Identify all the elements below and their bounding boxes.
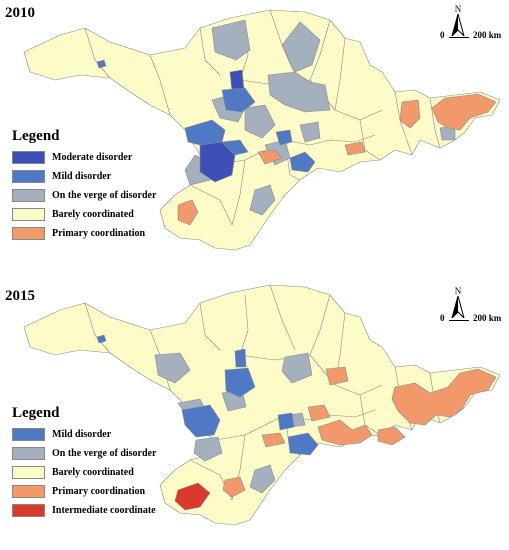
year-label: 2015 bbox=[5, 288, 35, 304]
map-region-intermediate bbox=[174, 482, 211, 511]
legend-label: Barely coordinated bbox=[52, 209, 134, 220]
map-region-primary bbox=[257, 149, 283, 165]
map-region-primary bbox=[307, 404, 331, 422]
map-region-verge bbox=[267, 71, 331, 113]
legend-label: Moderate disorder bbox=[52, 152, 133, 163]
map-region-primary bbox=[325, 366, 349, 386]
region-map-2015 bbox=[23, 284, 501, 526]
legend-label: Primary coordination bbox=[52, 228, 146, 239]
scale-end-label: 200 km bbox=[473, 30, 502, 40]
map-region-mild bbox=[221, 139, 249, 156]
map-region-verge bbox=[299, 121, 321, 143]
map-region-mild bbox=[181, 404, 221, 438]
north-label: N bbox=[454, 4, 462, 14]
scale-start-label: 0 bbox=[440, 30, 445, 40]
map-region-mild bbox=[275, 129, 293, 146]
legend-title: Legend bbox=[12, 128, 60, 144]
legend-swatch bbox=[12, 151, 45, 164]
map-region-mild bbox=[224, 367, 256, 398]
map-region-mild bbox=[287, 432, 319, 456]
map-region-verge bbox=[249, 184, 276, 216]
map-region-verge bbox=[249, 464, 276, 494]
legend-2010: Legend Moderate disorder Mild disorder O… bbox=[12, 128, 156, 243]
map-panel-2010: 2010 N 0 200 km Legend Moderate disorder… bbox=[5, 5, 501, 251]
map-region-primary bbox=[261, 432, 286, 448]
map-region-verge bbox=[193, 436, 223, 462]
year-label: 2010 bbox=[5, 5, 35, 21]
legend-item: Primary coordination bbox=[12, 482, 156, 501]
map-region-mild bbox=[234, 348, 247, 368]
legend-swatch bbox=[12, 466, 45, 479]
map-region-mild bbox=[96, 59, 107, 69]
map-region-primary bbox=[177, 199, 199, 226]
legend-item: On the verge of disorder bbox=[12, 444, 156, 463]
scale-bar: 0 200 km bbox=[440, 30, 501, 40]
legend-label: On the verge of disorder bbox=[52, 190, 157, 201]
map-region-mild bbox=[221, 87, 256, 113]
legend-swatch bbox=[12, 227, 45, 240]
map-region-primary bbox=[431, 93, 497, 131]
legend-swatch bbox=[12, 170, 45, 183]
legend-item: Intermediate coordinate bbox=[12, 501, 156, 520]
legend-swatch bbox=[12, 208, 45, 221]
legend-title: Legend bbox=[12, 405, 60, 421]
legend-swatch bbox=[12, 428, 45, 441]
region-map-2010 bbox=[23, 9, 501, 251]
north-arrow: N bbox=[438, 5, 478, 41]
map-region-mild bbox=[289, 151, 316, 173]
map-region-primary bbox=[344, 141, 366, 156]
legend-label: Mild disorder bbox=[52, 429, 112, 440]
map-panel-2015: 2015 N 0 200 km Legend Mild disorder On … bbox=[0, 275, 509, 550]
map-region-mild bbox=[96, 334, 107, 344]
map-region-verge bbox=[244, 104, 276, 139]
map-region-verge bbox=[281, 21, 321, 73]
map-region-primary bbox=[222, 476, 246, 498]
legend-swatch bbox=[12, 447, 45, 460]
legend-item: Barely coordinated bbox=[12, 463, 156, 482]
scale-line bbox=[448, 316, 469, 321]
north-arrow-icon bbox=[451, 12, 465, 38]
legend-swatch bbox=[12, 504, 45, 517]
north-arrow-icon bbox=[451, 294, 465, 320]
legend-item: On the verge of disorder bbox=[12, 186, 156, 205]
legend-item: Moderate disorder bbox=[12, 148, 156, 167]
legend-item: Mild disorder bbox=[12, 425, 156, 444]
map-region-primary bbox=[399, 99, 421, 129]
map-region-verge bbox=[281, 352, 313, 384]
legend-label: On the verge of disorder bbox=[52, 448, 157, 459]
legend-swatch bbox=[12, 189, 45, 202]
scale-start-label: 0 bbox=[440, 313, 445, 323]
legend-label: Barely coordinated bbox=[52, 467, 134, 478]
scale-end-label: 200 km bbox=[473, 313, 502, 323]
north-label: N bbox=[454, 286, 462, 296]
map-region-mild bbox=[277, 412, 295, 431]
scale-line bbox=[448, 33, 469, 38]
legend-item: Barely coordinated bbox=[12, 205, 156, 224]
map-region-primary bbox=[377, 426, 406, 446]
map-region-primary bbox=[317, 419, 373, 446]
legend-item: Primary coordination bbox=[12, 224, 156, 243]
legend-label: Intermediate coordinate bbox=[52, 505, 156, 516]
scale-bar: 0 200 km bbox=[440, 313, 501, 323]
map-region-verge bbox=[211, 19, 251, 61]
legend-item: Mild disorder bbox=[12, 167, 156, 186]
legend-label: Mild disorder bbox=[52, 171, 112, 182]
legend-label: Primary coordination bbox=[52, 486, 146, 497]
map-region-primary bbox=[391, 368, 497, 426]
legend-swatch bbox=[12, 485, 45, 498]
legend-2015: Legend Mild disorder On the verge of dis… bbox=[12, 405, 156, 520]
north-arrow: N bbox=[438, 287, 478, 323]
map-region-verge bbox=[154, 352, 191, 384]
